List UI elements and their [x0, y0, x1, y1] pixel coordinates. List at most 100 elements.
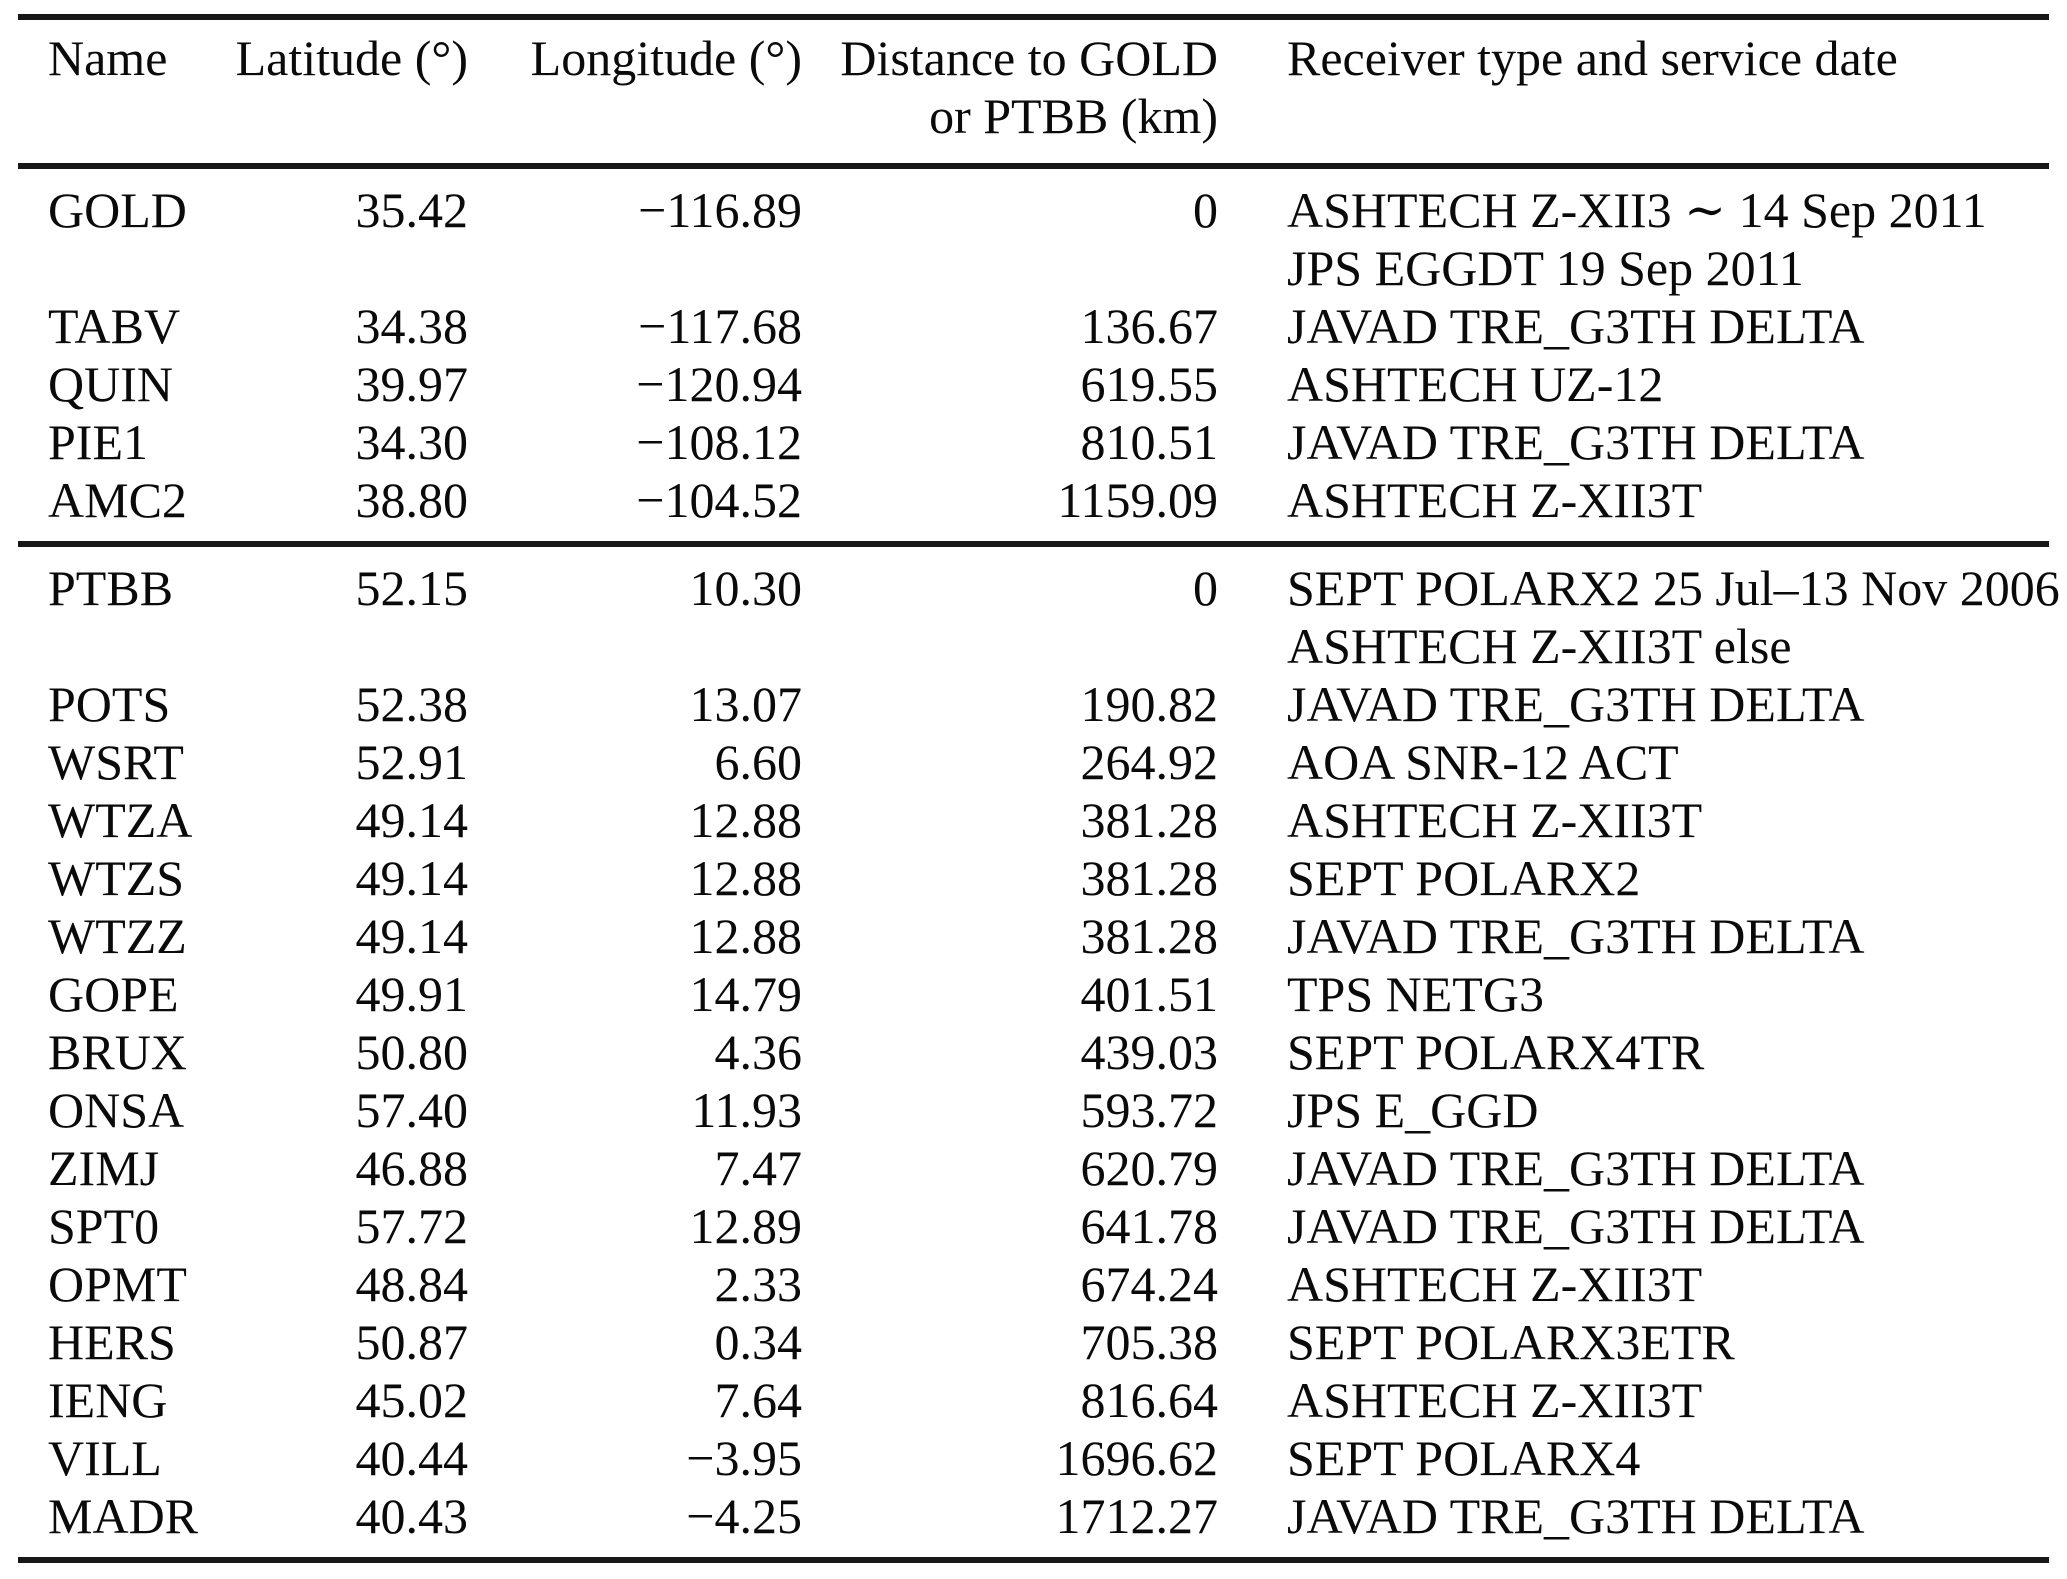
- receiver-cell: ASHTECH Z-XII3T: [1218, 471, 2049, 544]
- longitude-cell: 12.88: [689, 850, 803, 906]
- table-row: IENG 45.02 7.64 816.64 ASHTECH Z-XII3T: [18, 1371, 2049, 1429]
- latitude-cell: 57.40: [355, 1082, 469, 1138]
- distance-cell: 620.79: [1080, 1140, 1219, 1196]
- station-name-cell: IENG: [48, 1372, 168, 1428]
- receiver-line: AOA SNR-12 ACT: [1287, 734, 1679, 790]
- longitude-cell: 2.33: [714, 1256, 803, 1312]
- distance-cell: 439.03: [1080, 1024, 1219, 1080]
- table-row: PTBB 52.15 10.30 0 SEPT POLARX2 25 Jul–1…: [18, 544, 2060, 675]
- station-name-cell: WTZZ: [48, 908, 187, 964]
- longitude-cell: −3.95: [686, 1430, 802, 1486]
- station-name-cell: HERS: [48, 1314, 176, 1370]
- receiver-cell: JAVAD TRE_G3TH DELTA: [1218, 1197, 2049, 1255]
- receiver-cell: JAVAD TRE_G3TH DELTA: [1218, 1487, 2049, 1560]
- table-row: VILL 40.44 −3.95 1696.62 SEPT POLARX4: [18, 1429, 2049, 1487]
- latitude-cell: 50.87: [355, 1314, 469, 1370]
- distance-cell: 641.78: [1080, 1198, 1219, 1254]
- receiver-cell: ASHTECH Z-XII3T: [1218, 1255, 2049, 1313]
- station-name-cell: BRUX: [48, 1024, 187, 1080]
- latitude-cell: 40.44: [355, 1430, 469, 1486]
- table-row: MADR 40.43 −4.25 1712.27 JAVAD TRE_G3TH …: [18, 1487, 2049, 1560]
- distance-cell: 619.55: [1080, 356, 1219, 412]
- table-row: TABV 34.38 −117.68 136.67 JAVAD TRE_G3TH…: [18, 297, 2049, 355]
- receiver-line: ASHTECH Z-XII3T else: [1287, 618, 1792, 674]
- receiver-cell: JAVAD TRE_G3TH DELTA: [1218, 1139, 2049, 1197]
- receiver-line: JAVAD TRE_G3TH DELTA: [1287, 676, 1865, 732]
- latitude-cell: 52.15: [355, 560, 469, 616]
- receiver-line: ASHTECH Z-XII3T: [1287, 792, 1703, 848]
- table-row: GOPE 49.91 14.79 401.51 TPS NETG3: [18, 965, 2049, 1023]
- column-header-distance: Distance to GOLD or PTBB (km): [802, 17, 1218, 166]
- longitude-cell: 7.64: [714, 1372, 803, 1428]
- distance-cell: 593.72: [1080, 1082, 1219, 1138]
- table-row: GOLD 35.42 −116.89 0 ASHTECH Z-XII3 ∼ 14…: [18, 166, 2049, 297]
- receiver-line: SEPT POLARX2: [1287, 850, 1641, 906]
- receiver-line: SEPT POLARX4TR: [1287, 1024, 1705, 1080]
- receiver-cell: JAVAD TRE_G3TH DELTA: [1218, 675, 2049, 733]
- receiver-cell: TPS NETG3: [1218, 965, 2049, 1023]
- distance-cell: 674.24: [1080, 1256, 1219, 1312]
- column-header-latitude: Latitude (°): [235, 30, 468, 86]
- receiver-line: TPS NETG3: [1287, 966, 1544, 1022]
- station-name-cell: PTBB: [48, 560, 174, 616]
- receiver-line: ASHTECH Z-XII3 ∼ 14 Sep 2011: [1287, 182, 1987, 238]
- receiver-cell: SEPT POLARX2: [1218, 849, 2049, 907]
- latitude-cell: 52.38: [355, 676, 469, 732]
- station-group-ptbb: PTBB 52.15 10.30 0 SEPT POLARX2 25 Jul–1…: [18, 544, 2060, 1560]
- column-header-longitude: Longitude (°): [530, 30, 802, 86]
- station-name-cell: WTZA: [48, 792, 193, 848]
- receiver-line: JAVAD TRE_G3TH DELTA: [1287, 1198, 1865, 1254]
- distance-header-line-1: Distance to GOLD: [840, 30, 1218, 86]
- receiver-line: ASHTECH UZ-12: [1287, 356, 1664, 412]
- distance-cell: 1712.27: [1055, 1488, 1219, 1544]
- latitude-cell: 48.84: [355, 1256, 469, 1312]
- distance-cell: 705.38: [1080, 1314, 1219, 1370]
- longitude-cell: −108.12: [636, 414, 802, 470]
- latitude-cell: 46.88: [355, 1140, 469, 1196]
- distance-cell: 381.28: [1080, 850, 1219, 906]
- distance-cell: 810.51: [1080, 414, 1219, 470]
- table-row: WSRT 52.91 6.60 264.92 AOA SNR-12 ACT: [18, 733, 2049, 791]
- receiver-line: JAVAD TRE_G3TH DELTA: [1287, 1488, 1865, 1544]
- station-name-cell: AMC2: [48, 472, 187, 528]
- station-name-cell: VILL: [48, 1430, 162, 1486]
- distance-cell: 1159.09: [1057, 472, 1218, 528]
- station-name-cell: QUIN: [48, 356, 173, 412]
- station-name-cell: SPT0: [48, 1198, 160, 1254]
- table-row: ONSA 57.40 11.93 593.72 JPS E_GGD: [18, 1081, 2049, 1139]
- longitude-cell: −117.68: [638, 298, 802, 354]
- longitude-cell: 6.60: [714, 734, 803, 790]
- receiver-cell: JAVAD TRE_G3TH DELTA: [1218, 413, 2049, 471]
- receiver-line: JPS E_GGD: [1287, 1082, 1539, 1138]
- table-row: QUIN 39.97 −120.94 619.55 ASHTECH UZ-12: [18, 355, 2049, 413]
- receiver-cell: SEPT POLARX4TR: [1218, 1023, 2049, 1081]
- receiver-line: SEPT POLARX4: [1287, 1430, 1641, 1486]
- longitude-cell: −116.89: [638, 182, 802, 238]
- receiver-cell: AOA SNR-12 ACT: [1218, 733, 2049, 791]
- distance-cell: 0: [1193, 182, 1218, 238]
- longitude-cell: 11.93: [691, 1082, 802, 1138]
- longitude-cell: −120.94: [636, 356, 802, 412]
- longitude-cell: 7.47: [714, 1140, 803, 1196]
- station-name-cell: PIE1: [48, 414, 148, 470]
- latitude-cell: 34.38: [355, 298, 469, 354]
- table-row: ZIMJ 46.88 7.47 620.79 JAVAD TRE_G3TH DE…: [18, 1139, 2049, 1197]
- latitude-cell: 52.91: [355, 734, 469, 790]
- station-name-cell: WTZS: [48, 850, 185, 906]
- latitude-cell: 49.14: [355, 850, 469, 906]
- distance-cell: 816.64: [1080, 1372, 1219, 1428]
- table-header: Name Latitude (°) Longitude (°) Distance…: [18, 17, 2049, 166]
- latitude-cell: 40.43: [355, 1488, 469, 1544]
- station-name-cell: MADR: [48, 1488, 199, 1544]
- distance-cell: 190.82: [1080, 676, 1219, 732]
- receiver-line: ASHTECH Z-XII3T: [1287, 472, 1703, 528]
- receiver-cell: ASHTECH Z-XII3T: [1218, 1371, 2049, 1429]
- table-row: AMC2 38.80 −104.52 1159.09 ASHTECH Z-XII…: [18, 471, 2049, 544]
- longitude-cell: −104.52: [636, 472, 802, 528]
- table-row: OPMT 48.84 2.33 674.24 ASHTECH Z-XII3T: [18, 1255, 2049, 1313]
- distance-cell: 1696.62: [1055, 1430, 1219, 1486]
- station-name-cell: OPMT: [48, 1256, 187, 1312]
- table-row: HERS 50.87 0.34 705.38 SEPT POLARX3ETR: [18, 1313, 2049, 1371]
- receiver-line: SEPT POLARX3ETR: [1287, 1314, 1735, 1370]
